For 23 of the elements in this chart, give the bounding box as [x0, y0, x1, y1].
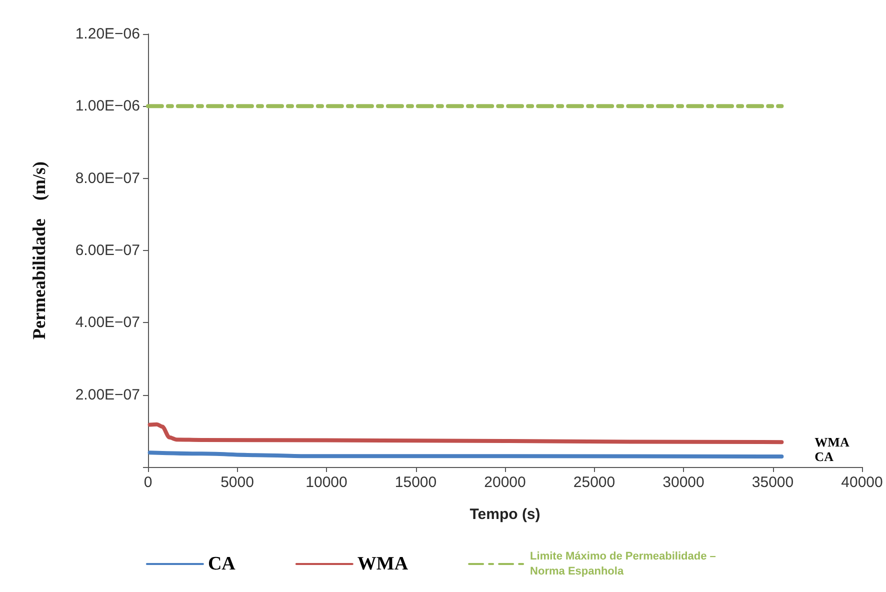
x-tick-label: 5000 — [220, 474, 254, 491]
x-axis-title: Tempo (s) — [470, 506, 540, 523]
text: Limite Máximo de Permeabilidade – Norma Espanhola — [530, 550, 719, 578]
text: WMA — [814, 434, 850, 450]
legend-label: CA — [208, 554, 236, 574]
y-tick-label: 1.20E−06 — [75, 26, 140, 42]
y-axis-title: Permeabilidade (m/s) — [29, 162, 49, 340]
y-tick-label: 2.00E−07 — [75, 386, 140, 404]
y-tick-label: 1.00E−06 — [75, 98, 140, 115]
x-tick-label: 10000 — [306, 474, 348, 491]
x-tick-label: 25000 — [573, 474, 616, 491]
text: CA — [814, 449, 834, 464]
x-tick-label: 0 — [144, 474, 152, 491]
legend-label: WMA — [357, 554, 408, 574]
x-tick-label: 30000 — [662, 474, 704, 491]
x-tick-label: 20000 — [484, 474, 526, 491]
y-tick-label: 8.00E−07 — [75, 170, 140, 187]
x-tick-label: 40000 — [841, 474, 883, 491]
y-tick-label: 4.00E−07 — [75, 314, 140, 332]
line-series — [148, 422, 784, 444]
x-tick-label: 35000 — [752, 474, 794, 491]
y-tick-label: 6.00E−07 — [75, 242, 140, 259]
x-tick-label: 15000 — [394, 474, 437, 491]
